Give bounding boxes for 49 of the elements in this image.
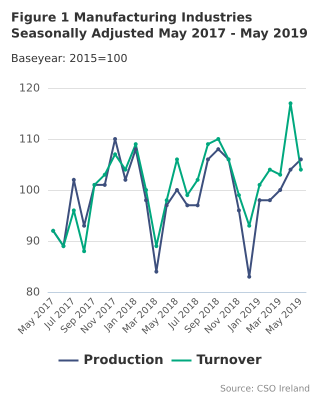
- point: [298, 168, 303, 172]
- legend-label: Production: [84, 353, 164, 368]
- y-tick-label: 100: [19, 184, 40, 196]
- point: [134, 147, 138, 152]
- y-tick-label: 90: [26, 234, 40, 248]
- point: [258, 198, 262, 202]
- point: [278, 172, 282, 177]
- point: [216, 147, 220, 152]
- y-tick-label: 80: [26, 286, 40, 298]
- point: [164, 198, 169, 202]
- point: [196, 203, 200, 208]
- y-tick-label: 120: [19, 82, 40, 94]
- point: [144, 198, 148, 202]
- point: [268, 198, 272, 202]
- point: [185, 193, 190, 198]
- point: [102, 182, 107, 187]
- point: [82, 249, 86, 254]
- point: [236, 193, 241, 198]
- source-note: Source: CSO Ireland: [220, 384, 310, 394]
- y-tick-label: 110: [19, 132, 40, 146]
- point: [185, 203, 190, 208]
- point: [113, 137, 118, 141]
- point: [247, 224, 252, 228]
- point: [196, 178, 200, 182]
- point: [102, 172, 107, 177]
- point: [258, 182, 262, 187]
- legend-label: Turnover: [196, 353, 262, 368]
- point: [298, 157, 303, 162]
- point: [268, 168, 272, 172]
- point: [82, 224, 86, 228]
- point: [247, 274, 252, 279]
- point: [164, 203, 169, 208]
- point: [175, 188, 179, 192]
- point: [288, 101, 293, 106]
- point: [144, 188, 148, 192]
- point: [236, 208, 241, 212]
- point: [154, 244, 158, 248]
- point: [278, 188, 282, 192]
- point: [216, 137, 220, 141]
- point: [175, 157, 179, 162]
- point: [206, 142, 210, 146]
- point: [72, 178, 76, 182]
- point: [288, 168, 293, 172]
- point: [206, 157, 210, 162]
- point: [72, 208, 76, 212]
- chart-subtitle: Baseyear: 2015=100: [11, 52, 128, 65]
- chart-title: Figure 1 Manufacturing Industries Seasonally Adjusted May 2017 - May 2019: [11, 10, 308, 40]
- point: [113, 152, 118, 156]
- point: [154, 270, 158, 274]
